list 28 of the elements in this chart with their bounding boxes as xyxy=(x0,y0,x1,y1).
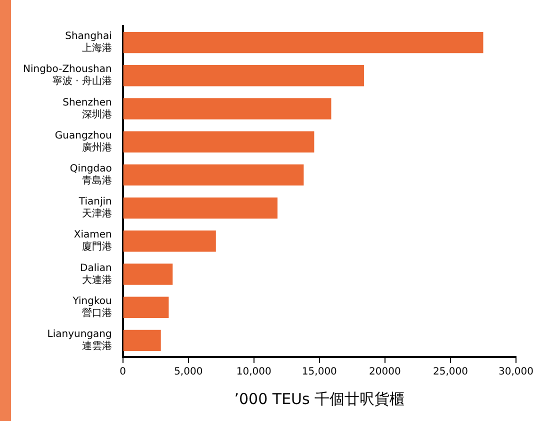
y-tick-label: Tianjin 天津港 xyxy=(78,196,112,220)
x-tick-label: 10,000 xyxy=(236,366,272,378)
bar xyxy=(123,296,169,318)
y-tick-label: Dalian 大連港 xyxy=(80,262,112,286)
bar xyxy=(123,197,278,219)
bar xyxy=(123,131,314,152)
y-tick-label: Ningbo-Zhoushan 寧波 · 舟山港 xyxy=(22,64,112,88)
bar xyxy=(123,330,161,352)
x-tick-label: 0 xyxy=(120,366,126,378)
x-tick-label: 15,000 xyxy=(302,366,337,378)
y-tick-label: Guangzhou 廣州港 xyxy=(54,130,112,154)
y-tick-label: Shenzhen 深圳港 xyxy=(62,97,112,120)
bar xyxy=(123,164,304,186)
y-tick-label: Xiamen 廈門港 xyxy=(74,230,112,253)
x-tick-label: 20000 xyxy=(369,366,401,378)
x-tick-label: 25,000 xyxy=(432,366,468,378)
x-axis-title: ’000 TEUs 千個廿呎貨櫃 xyxy=(234,390,405,408)
y-tick-label: Qingdao 青島港 xyxy=(70,164,112,187)
y-tick-label: Yingkou 營口港 xyxy=(72,296,112,319)
x-tick-label: 30,000 xyxy=(498,366,534,378)
bar xyxy=(123,32,484,54)
bar xyxy=(123,98,332,120)
y-tick-label: Lianyungang 連雲港 xyxy=(47,329,112,352)
bar xyxy=(123,264,173,285)
bar xyxy=(123,230,216,252)
bar xyxy=(123,65,364,86)
y-tick-label: Shanghai 上海港 xyxy=(65,31,112,54)
x-tick-label: 5,000 xyxy=(174,366,203,378)
